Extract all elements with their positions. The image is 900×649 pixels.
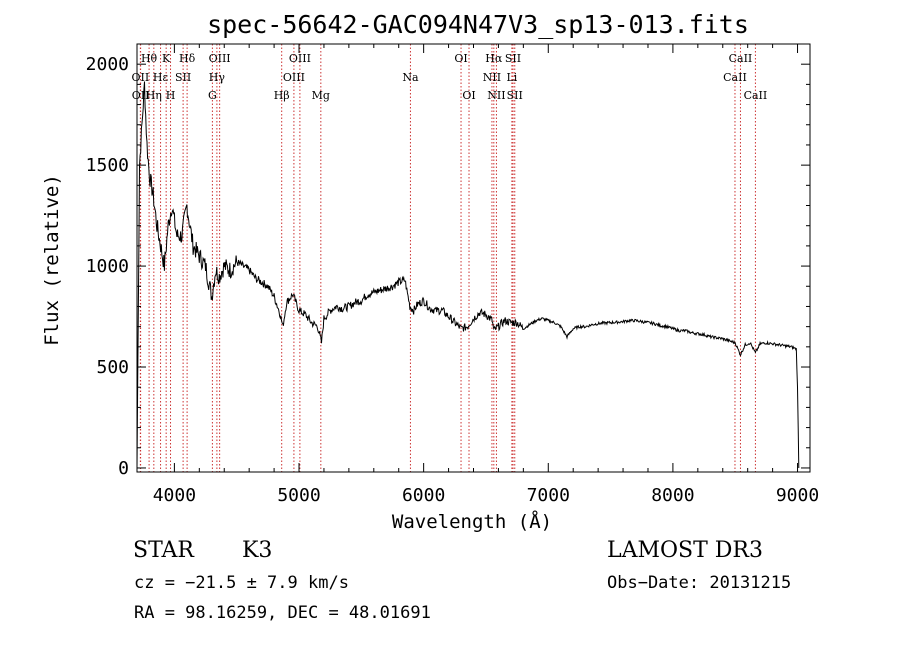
y-axis-ticks: 0 500 1000 1500 2000 <box>86 54 810 479</box>
y-tick-label: 1000 <box>86 256 129 277</box>
line-marker-label: Na <box>402 71 419 84</box>
x-tick-label: 9000 <box>776 485 819 506</box>
line-marker-label: Hα <box>485 52 503 65</box>
line-marker-label: OI <box>454 52 467 65</box>
line-marker-label: G <box>208 89 217 102</box>
spectrum-line <box>136 81 800 469</box>
y-tick-label: 500 <box>96 357 129 378</box>
line-marker-label: Hγ <box>209 71 226 84</box>
line-marker-label: CaII <box>723 71 747 84</box>
coordinates: RA = 98.16259, DEC = 48.01691 <box>134 603 431 623</box>
x-tick-label: 7000 <box>527 485 570 506</box>
line-marker-label: NII <box>487 89 505 102</box>
line-marker-label: Hθ <box>141 52 158 65</box>
object-type: STAR <box>133 538 194 563</box>
line-marker-label: H <box>166 89 176 102</box>
line-marker-label: CaII <box>744 89 768 102</box>
x-axis-ticks: 4000 5000 6000 7000 8000 9000 <box>153 44 819 506</box>
spectral-subclass: K3 <box>242 538 273 563</box>
line-marker-label: NII <box>483 71 501 84</box>
line-marker-label: Li <box>506 71 517 84</box>
plot-frame <box>136 43 811 473</box>
line-marker-label: SII <box>507 89 523 102</box>
line-marker-label: OII <box>132 71 150 84</box>
line-marker-label: OIII <box>209 52 231 65</box>
y-tick-label: 2000 <box>86 54 129 75</box>
line-marker-label: K <box>162 52 171 65</box>
y-axis-label: Flux (relative) <box>41 174 63 346</box>
y-tick-label: 0 <box>118 458 129 479</box>
redshift-velocity: cz = −21.5 ± 7.9 km/s <box>134 573 349 593</box>
x-axis-label: Wavelength (Å) <box>392 510 552 533</box>
chart-title: spec-56642-GAC094N47V3_sp13-013.fits <box>207 10 749 39</box>
survey-name: LAMOST DR3 <box>607 538 763 563</box>
x-tick-label: 6000 <box>402 485 445 506</box>
line-marker-label: Hε <box>153 71 169 84</box>
x-tick-label: 4000 <box>153 485 196 506</box>
emission-line-markers <box>139 44 756 472</box>
y-tick-label: 1500 <box>86 155 129 176</box>
line-marker-label: Hδ <box>179 52 196 65</box>
line-marker-label: SII <box>505 52 521 65</box>
line-marker-label: Mg <box>312 89 330 102</box>
observation-date: Obs−Date: 20131215 <box>607 573 792 593</box>
line-marker-label: OIII <box>283 71 305 84</box>
line-marker-label: CaII <box>729 52 753 65</box>
line-marker-label: OIII <box>289 52 311 65</box>
x-tick-label: 5000 <box>277 485 320 506</box>
line-marker-label: Hη <box>146 89 162 102</box>
x-tick-label: 8000 <box>651 485 694 506</box>
line-marker-label: OI <box>462 89 475 102</box>
line-marker-label: Hβ <box>274 89 290 102</box>
line-marker-label: SII <box>175 71 191 84</box>
